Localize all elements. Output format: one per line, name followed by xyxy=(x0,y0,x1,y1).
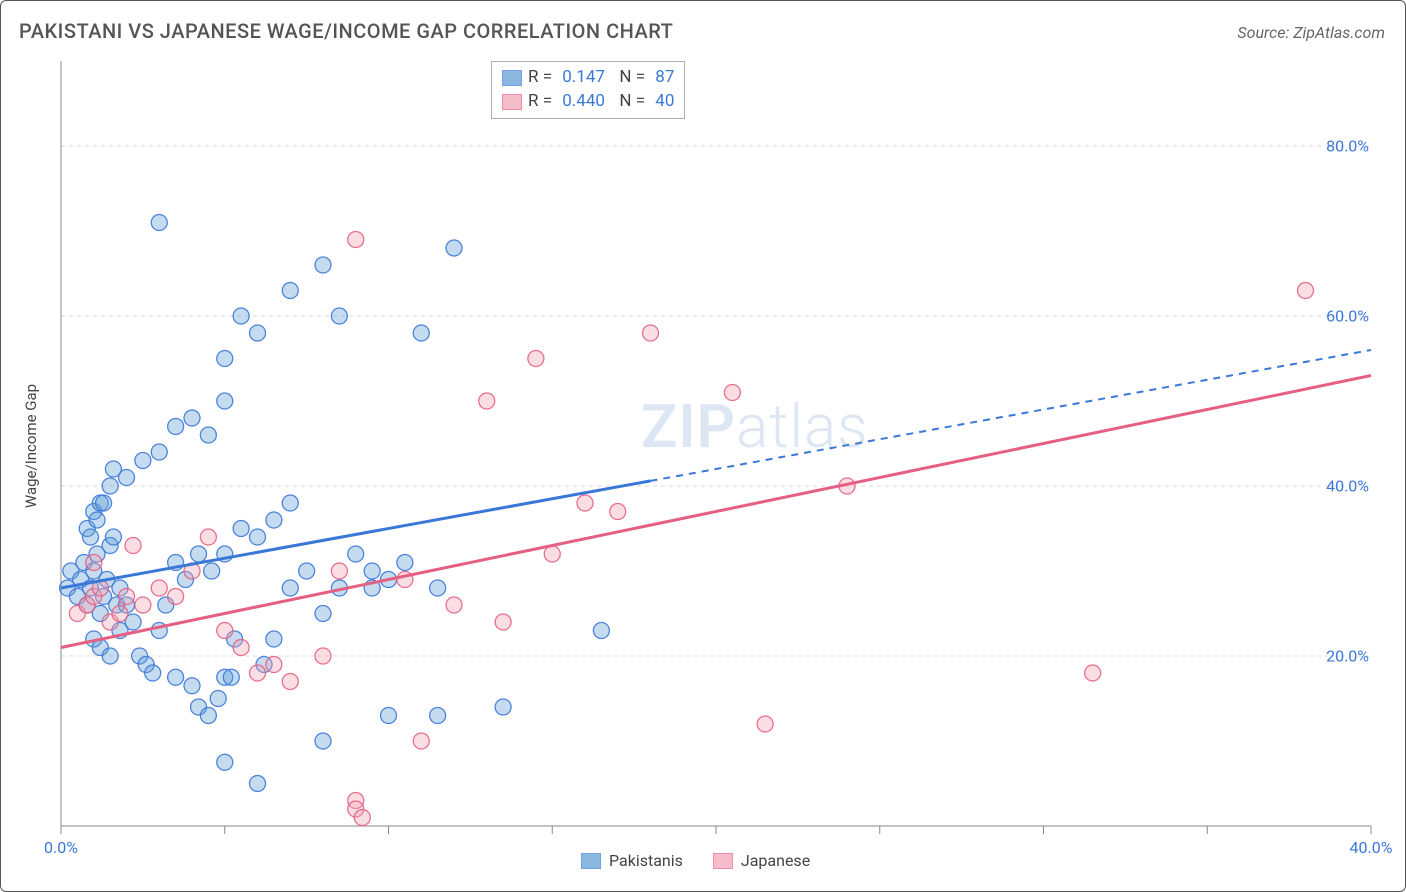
axis-tick-label: 20.0% xyxy=(1326,647,1369,666)
legend-r-label: R = xyxy=(528,66,556,90)
scatter-chart xyxy=(51,56,1391,866)
chart-title: PAKISTANI VS JAPANESE WAGE/INCOME GAP CO… xyxy=(19,19,673,43)
legend-label: Japanese xyxy=(741,851,810,870)
swatch-japanese xyxy=(502,94,522,110)
legend-label: Pakistanis xyxy=(609,851,683,870)
legend-r-value: 0.440 xyxy=(562,90,605,114)
series-legend: Pakistanis Japanese xyxy=(581,851,810,870)
legend-item-pakistanis: Pakistanis xyxy=(581,851,683,870)
swatch-japanese xyxy=(713,853,733,869)
y-axis-label: Wage/Income Gap xyxy=(22,384,40,508)
chart-area xyxy=(51,56,1391,866)
axis-tick-label: 40.0% xyxy=(1326,477,1369,496)
axis-tick-label: 0.0% xyxy=(44,838,78,857)
axis-tick-label: 60.0% xyxy=(1326,307,1369,326)
axis-tick-label: 80.0% xyxy=(1326,137,1369,156)
swatch-pakistanis xyxy=(581,853,601,869)
legend-item-japanese: Japanese xyxy=(713,851,810,870)
legend-n-label: N = xyxy=(611,66,649,90)
correlation-legend: R = 0.147 N = 87 R = 0.440 N = 40 xyxy=(491,61,685,119)
legend-r-value: 0.147 xyxy=(562,66,605,90)
legend-r-label: R = xyxy=(528,90,556,114)
legend-row-japanese: R = 0.440 N = 40 xyxy=(502,90,674,114)
swatch-pakistanis xyxy=(502,70,522,86)
legend-row-pakistanis: R = 0.147 N = 87 xyxy=(502,66,674,90)
source-label: Source: ZipAtlas.com xyxy=(1237,23,1385,42)
axis-tick-label: 40.0% xyxy=(1350,838,1393,857)
page-container: PAKISTANI VS JAPANESE WAGE/INCOME GAP CO… xyxy=(0,0,1406,892)
legend-n-value: 87 xyxy=(655,66,674,90)
legend-n-label: N = xyxy=(611,90,649,114)
legend-n-value: 40 xyxy=(655,90,674,114)
